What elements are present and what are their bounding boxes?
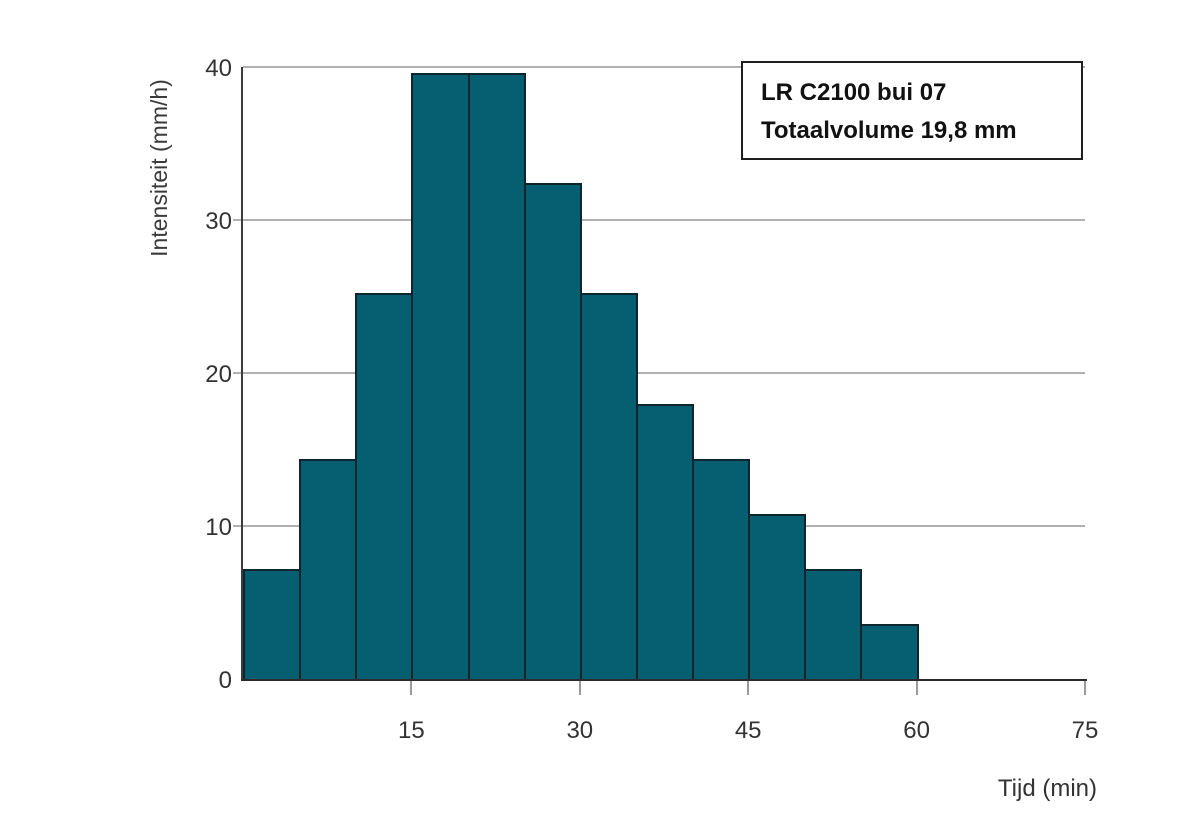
histogram-bar-45-50-min (748, 513, 807, 681)
histogram-bar-10-15-min (355, 293, 414, 681)
y-tick-label-0: 0 (218, 667, 232, 694)
x-tick-mark-15 (410, 681, 413, 695)
x-tick-label-30: 30 (566, 717, 594, 744)
y-tick-label-10: 10 (205, 514, 232, 541)
y-tick-label-20: 20 (205, 361, 232, 388)
x-axis-label: Tijd (min) (997, 775, 1097, 802)
gridline-y-20 (233, 372, 1085, 374)
legend-total-volume: Totaalvolume 19,8 mm (761, 117, 1017, 144)
x-tick-mark-30 (578, 681, 581, 695)
histogram-bar-25-30-min (523, 183, 582, 681)
histogram-bar-55-60-min (860, 623, 919, 681)
histogram-bar-20-25-min (467, 73, 526, 681)
y-tick-label-40: 40 (205, 55, 232, 82)
x-axis-line (241, 679, 1087, 681)
y-tick-label-30: 30 (205, 208, 232, 235)
histogram-bar-50-55-min (804, 568, 863, 681)
histogram-bar-35-40-min (635, 403, 695, 681)
legend-box: LR C2100 bui 07 Totaalvolume 19,8 mm (741, 61, 1083, 160)
x-tick-mark-75 (1084, 681, 1086, 695)
histogram-bar-30-35-min (579, 293, 638, 681)
y-axis-line (241, 67, 243, 681)
histogram-bar-40-45-min (692, 458, 751, 681)
histogram-bar-5-10-min (299, 458, 358, 681)
x-tick-mark-60 (915, 681, 918, 695)
x-tick-label-45: 45 (734, 717, 762, 744)
gridline-y-30 (233, 219, 1085, 221)
histogram-bar-0-5-min (243, 568, 302, 681)
y-axis-label: Intensiteit (mm/h) (146, 79, 172, 257)
x-tick-label-60: 60 (903, 717, 930, 744)
x-tick-mark-45 (747, 681, 750, 695)
histogram-bar-15-20-min (411, 73, 470, 681)
gridline-y-40 (243, 66, 1085, 68)
legend-series-name: LR C2100 bui 07 (761, 79, 947, 106)
x-tick-label-15: 15 (398, 717, 425, 744)
x-tick-label-75: 75 (1071, 717, 1099, 744)
